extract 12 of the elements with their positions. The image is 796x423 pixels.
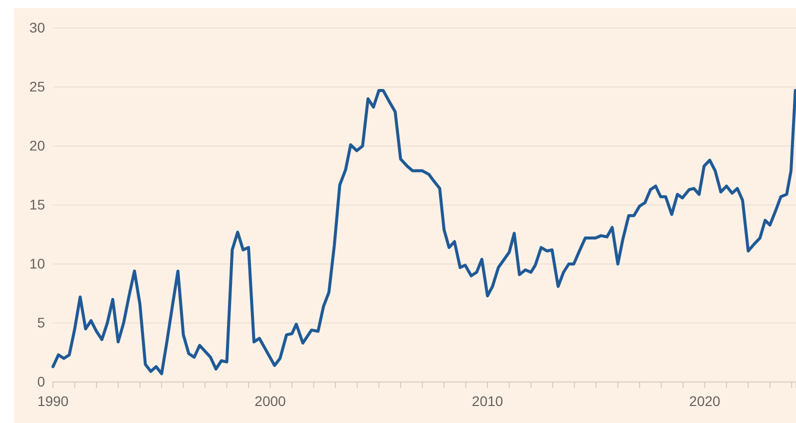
x-tick-label: 2010	[472, 392, 504, 409]
y-tick-label: 15	[29, 196, 46, 212]
y-tick-label: 0	[37, 373, 46, 390]
y-tick-label: 10	[29, 255, 46, 272]
x-tick-label: 1990	[37, 392, 69, 409]
y-tick-label: 20	[29, 137, 46, 154]
x-tick-label: 2020	[689, 392, 721, 409]
y-tick-label: 25	[29, 78, 46, 94]
y-tick-label: 5	[37, 314, 46, 330]
x-tick-label: 2000	[254, 392, 286, 409]
y-tick-label: 30	[29, 19, 46, 36]
line-series	[52, 89, 796, 376]
